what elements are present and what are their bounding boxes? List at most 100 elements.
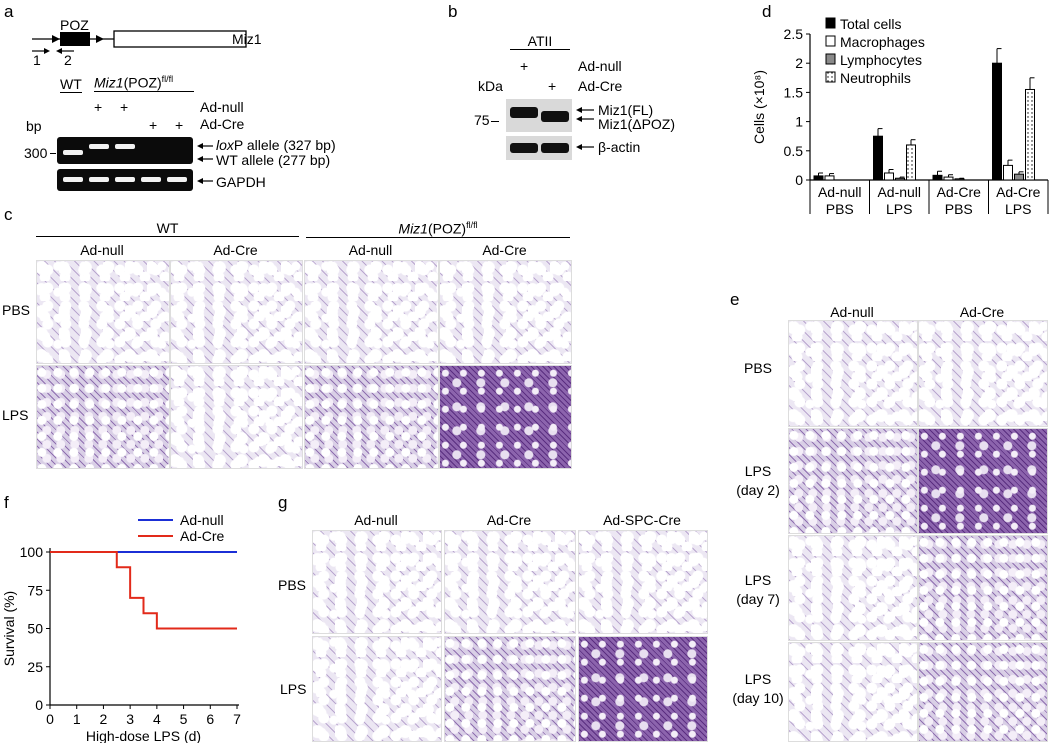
d-category-label: Ad-null	[877, 184, 921, 200]
f-x-tick-label: 7	[233, 711, 241, 727]
a-plus-2: +	[120, 99, 129, 115]
f-x-tick-label: 2	[100, 711, 108, 727]
band-loxp-1	[89, 144, 109, 149]
e-row-2-a: LPS	[744, 463, 772, 479]
f-x-axis-label: High-dose LPS (d)	[86, 728, 201, 743]
gapdh-band-4	[141, 177, 161, 182]
e-row-3-b: (day 7)	[736, 591, 780, 607]
c-group-gene: Miz1	[398, 220, 428, 237]
d-y-tick-label: 0.5	[784, 143, 804, 159]
d-legend-swatch	[825, 35, 836, 47]
b-plus-1: +	[520, 58, 529, 74]
c-micrograph-wt-adnull-pbs	[36, 260, 170, 364]
c-group-suffix: (POZ)	[427, 220, 467, 237]
c-micrograph-wt-adcre-lps	[170, 365, 303, 469]
survival-chart: 0 25 50 75 100 0 1 2 3 4 5 6 7 High-dose LPS (d) Survi…	[1, 512, 241, 743]
gapdh-label: GAPDH	[216, 174, 266, 190]
f-legend-label: Ad-Cre	[180, 528, 225, 544]
e-col-2: Ad-Cre	[959, 304, 1005, 320]
d-y-tick-label: 2.5	[784, 26, 804, 42]
e-micrograph-adnull-pbs	[788, 320, 918, 427]
d-bar	[895, 177, 905, 181]
c-micrograph-wt-adnull-lps	[36, 365, 170, 469]
panel-label-g: g	[278, 493, 288, 512]
miz1-dpoz-label: Miz1(ΔPOZ)	[598, 116, 676, 132]
e-row-1: PBS	[743, 360, 772, 376]
d-category-label: PBS	[945, 201, 973, 217]
a-plus-1: +	[94, 99, 103, 115]
d-bar	[906, 144, 916, 181]
d-bar	[813, 175, 824, 181]
d-bar	[992, 62, 1002, 181]
b-row-adnull: Ad-null	[578, 58, 622, 74]
c-group-sup: fl/fl	[466, 220, 478, 230]
d-bar	[1014, 173, 1024, 181]
f-x-tick-label: 6	[206, 711, 214, 727]
c-group-miz1: Miz1(POZ)fl/fl	[306, 220, 570, 238]
genotype-sup: fl/fl	[161, 74, 174, 84]
e-micrograph-adcre-lps-d7	[918, 535, 1048, 641]
a-plus-3: +	[149, 117, 158, 133]
e-col-1: Ad-null	[830, 304, 874, 320]
d-legend-swatch	[825, 17, 836, 29]
c-row-pbs: PBS	[2, 302, 31, 318]
d-bar	[873, 135, 883, 181]
band-loxp-2	[115, 144, 135, 149]
gene-map	[32, 30, 247, 54]
d-legend-label: Neutrophils	[840, 70, 911, 86]
f-y-tick-label: 75	[27, 582, 43, 598]
c-micrograph-wt-adcre-pbs	[170, 260, 303, 364]
b-plus-2: +	[548, 78, 557, 94]
g-micrograph-adnull-lps	[312, 636, 442, 742]
d-category-label: LPS	[886, 201, 912, 217]
primer-1-label: 1	[33, 52, 41, 68]
e-row-3-a: LPS	[744, 572, 772, 588]
a-arrows	[197, 143, 213, 184]
c-col-1: Ad-null	[80, 242, 124, 258]
d-bar	[824, 175, 835, 181]
b-row-adcre: Ad-Cre	[578, 78, 623, 94]
panel-label-e: e	[730, 290, 740, 309]
f-y-axis-label: Survival (%)	[1, 591, 17, 666]
f-series-line	[50, 551, 237, 630]
miz1-fl-label: Miz1(FL)	[598, 102, 654, 118]
d-legend-label: Total cells	[840, 16, 901, 32]
poz-label: POZ	[60, 17, 89, 33]
d-bar	[1003, 164, 1013, 181]
e-row-4-b: (day 10)	[732, 690, 784, 706]
c-row-lps: LPS	[2, 407, 29, 423]
panel-label-a: a	[4, 2, 14, 21]
f-y-tick-label: 100	[20, 544, 44, 560]
d-bar	[943, 176, 954, 181]
kda-75: 75	[474, 112, 490, 128]
f-legend-label: Ad-null	[180, 512, 224, 528]
bp-300: 300	[24, 145, 48, 161]
c-micrograph-fl-adcre-lps	[439, 365, 572, 469]
a-row-adcre: Ad-Cre	[200, 116, 245, 132]
g-micrograph-adspccre-lps	[578, 636, 708, 742]
e-micrograph-adcre-lps-d2	[918, 428, 1048, 534]
f-x-tick-label: 4	[153, 711, 161, 727]
band-wt-277	[63, 150, 83, 155]
e-micrograph-adcre-lps-d10	[918, 642, 1048, 742]
pcr-gel-gapdh	[57, 169, 193, 191]
c-group-wt: WT	[36, 220, 299, 237]
d-bar	[1025, 88, 1035, 181]
d-y-tick-label: 1	[795, 114, 803, 130]
c-micrograph-fl-adcre-pbs	[439, 260, 572, 364]
genotype-label: Miz1(POZ)fl/fl	[94, 74, 194, 92]
b-arrows	[576, 107, 594, 150]
c-col-3: Ad-null	[348, 242, 393, 258]
beta-actin-label: β-actin	[598, 139, 641, 155]
f-x-tick-label: 0	[46, 711, 54, 727]
wt-allele-label: WT allele (277 bp)	[216, 152, 331, 168]
d-legend-swatch	[825, 53, 836, 65]
g-micrograph-adspccre-pbs	[578, 530, 708, 634]
wb-actin-1	[510, 143, 538, 153]
d-bar	[932, 174, 943, 181]
g-col-1: Ad-null	[354, 512, 398, 528]
c-col-4: Ad-Cre	[482, 242, 527, 258]
g-col-2: Ad-Cre	[486, 512, 532, 528]
western-actin	[506, 136, 572, 160]
